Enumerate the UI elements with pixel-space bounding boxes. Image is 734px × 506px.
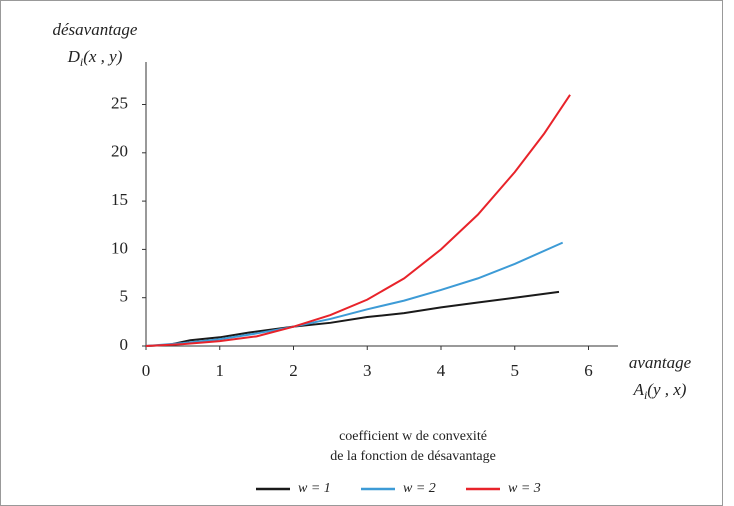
y-tick-label: 5 xyxy=(120,287,129,306)
legend-label: w = 2 xyxy=(403,481,436,496)
x-tick-label: 2 xyxy=(289,361,298,380)
x-tick-label: 0 xyxy=(142,361,151,380)
legend-title: coefficient w de convexité xyxy=(339,429,487,444)
y-tick-label: 15 xyxy=(111,190,128,209)
y-tick-label: 10 xyxy=(111,238,128,257)
series-line xyxy=(145,241,564,347)
x-tick-label: 5 xyxy=(511,361,520,380)
x-tick-label: 1 xyxy=(216,361,225,380)
x-tick-label: 3 xyxy=(363,361,372,380)
x-axis-label: avantage xyxy=(629,353,692,372)
x-axis-symbol: Ai(y , x) xyxy=(633,380,687,402)
x-tick-label: 4 xyxy=(437,361,446,380)
legend-label: w = 3 xyxy=(508,481,541,496)
y-axis-label: désavantage xyxy=(53,20,138,39)
legend-label: w = 1 xyxy=(298,481,331,496)
x-tick-label: 6 xyxy=(584,361,593,380)
symbol-args: (x , y) xyxy=(83,47,123,66)
y-tick-label: 20 xyxy=(111,142,128,161)
y-tick-label: 25 xyxy=(111,93,128,112)
y-tick-label: 0 xyxy=(120,335,129,354)
symbol-sub: i xyxy=(80,55,83,69)
legend-title: de la fonction de désavantage xyxy=(330,449,496,464)
symbol-sub: i xyxy=(644,388,647,402)
y-axis-symbol: Di(x , y) xyxy=(67,47,123,69)
symbol-base: A xyxy=(633,380,645,399)
series-line xyxy=(145,94,571,347)
symbol-base: D xyxy=(67,47,81,66)
symbol-args: (y , x) xyxy=(647,380,687,399)
series-line xyxy=(145,290,560,347)
